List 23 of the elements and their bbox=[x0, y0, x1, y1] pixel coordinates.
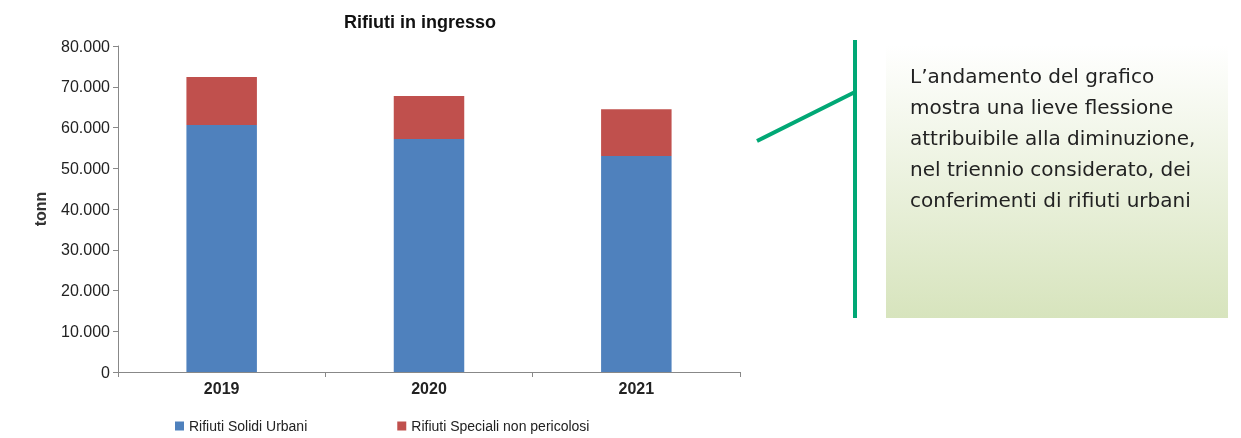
x-tick-label: 2019 bbox=[203, 379, 240, 397]
bar bbox=[186, 125, 257, 372]
y-tick-label: 10.000 bbox=[61, 322, 111, 340]
y-tick-label: 60.000 bbox=[61, 119, 111, 136]
y-axis-title: tonn bbox=[31, 191, 49, 227]
bar bbox=[601, 156, 672, 372]
y-tick-label: 20.000 bbox=[61, 282, 111, 299]
legend-label: Rifiuti Speciali non pericolosi bbox=[411, 418, 590, 434]
bar bbox=[393, 138, 465, 372]
y-tick-label: 30.000 bbox=[61, 241, 111, 259]
y-tick-label: 0 bbox=[101, 363, 111, 381]
x-tick-label: 2021 bbox=[618, 379, 655, 397]
y-tick-label: 80.000 bbox=[61, 37, 111, 55]
x-tick-label: 2020 bbox=[411, 379, 447, 397]
y-tick-label: 50.000 bbox=[61, 159, 111, 177]
text: L’andamento del grafico mostra una lieve flessione attribuibile alla diminuzione, nel triennio considerato, dei conferimenti di rifiuti urbani bbox=[886, 45, 1228, 318]
bar bbox=[601, 109, 672, 157]
bar bbox=[186, 76, 257, 126]
legend-label: Rifiuti Solidi Urbani bbox=[189, 418, 308, 434]
y-tick-label: 70.000 bbox=[61, 78, 111, 96]
bar bbox=[393, 96, 465, 139]
y-tick-label: 40.000 bbox=[61, 200, 111, 218]
chart-title: Rifiuti in ingresso bbox=[343, 12, 497, 32]
